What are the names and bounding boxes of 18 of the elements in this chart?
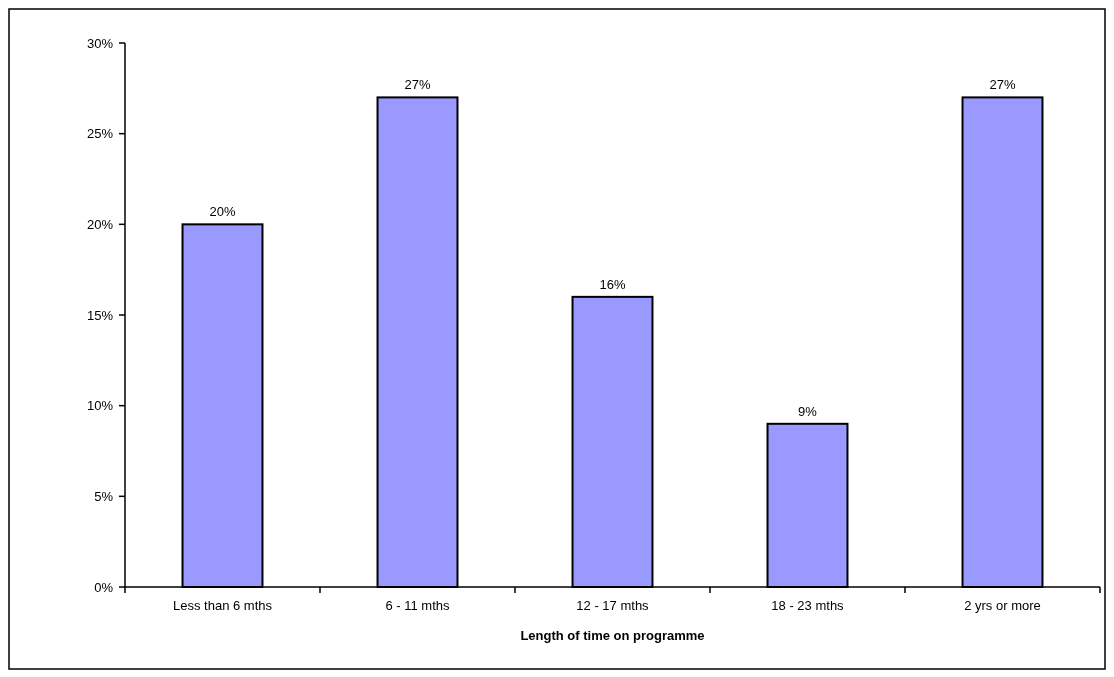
x-tick-label: 2 yrs or more [964,598,1041,613]
y-tick-label: 25% [86,126,114,142]
data-label: 16% [599,276,626,292]
x-axis-title: Length of time on programme [520,628,705,643]
y-tick-label: 20% [86,216,114,232]
data-label: 9% [798,403,818,419]
y-tick-label: 0% [94,579,114,595]
y-tick-label: 30% [86,35,114,51]
y-tick-label: 15% [86,307,114,323]
x-tick-label: 12 - 17 mths [576,598,650,613]
y-tick-label: 10% [86,398,114,414]
x-tick-label: Less than 6 mths [173,598,273,613]
x-tick-label: 18 - 23 mths [771,598,845,613]
data-label: 20% [209,204,236,220]
data-label: 27% [989,77,1016,93]
y-tick-label: 5% [94,488,114,504]
data-label: 27% [404,77,431,93]
x-tick-label: 6 - 11 mths [385,598,451,613]
